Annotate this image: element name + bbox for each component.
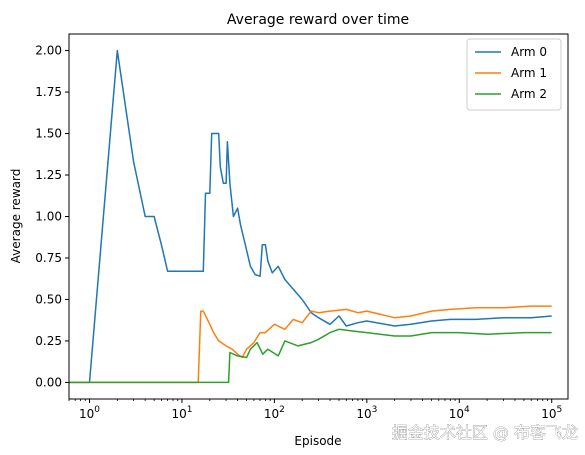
y-axis-title: Average reward bbox=[9, 169, 23, 264]
watermark-text: 掘金技术社区 @ 布客飞龙 bbox=[392, 423, 578, 442]
x-tick-label-2: 102 bbox=[264, 405, 285, 421]
y-tick-label-1: 0.25 bbox=[35, 334, 62, 348]
x-axis-ticks: 100 101 102 103 104 105 bbox=[68, 399, 562, 421]
x-tick-label-0: 100 bbox=[79, 405, 100, 421]
y-tick-label-8: 2.00 bbox=[35, 44, 62, 58]
y-axis-ticks: 0.00 0.25 0.50 0.75 1.00 1.25 1.50 1.75 2.00 bbox=[35, 44, 69, 389]
legend-label-0: Arm 0 bbox=[511, 45, 547, 59]
x-tick-label-4: 104 bbox=[449, 405, 470, 421]
y-tick-label-7: 1.75 bbox=[35, 85, 62, 99]
series-line-1 bbox=[69, 305, 552, 384]
legend-label-1: Arm 1 bbox=[511, 66, 547, 80]
y-tick-label-5: 1.25 bbox=[35, 168, 62, 182]
legend-label-2: Arm 2 bbox=[511, 87, 547, 101]
series-line-2 bbox=[69, 328, 552, 384]
x-axis-title: Episode bbox=[294, 434, 341, 448]
legend: Arm 0 Arm 1 Arm 2 bbox=[466, 38, 562, 111]
x-tick-label-1: 101 bbox=[171, 405, 192, 421]
series-line-0 bbox=[69, 49, 552, 384]
y-tick-label-3: 0.75 bbox=[35, 251, 62, 265]
x-tick-label-3: 103 bbox=[356, 405, 377, 421]
y-tick-label-6: 1.50 bbox=[35, 127, 62, 141]
y-tick-label-4: 1.00 bbox=[35, 210, 62, 224]
y-tick-label-2: 0.50 bbox=[35, 292, 62, 306]
x-tick-label-5: 105 bbox=[541, 405, 562, 421]
chart-title: Average reward over time bbox=[227, 12, 409, 28]
legend-box bbox=[466, 38, 562, 111]
y-tick-label-0: 0.00 bbox=[35, 375, 62, 389]
series-lines bbox=[69, 49, 552, 384]
